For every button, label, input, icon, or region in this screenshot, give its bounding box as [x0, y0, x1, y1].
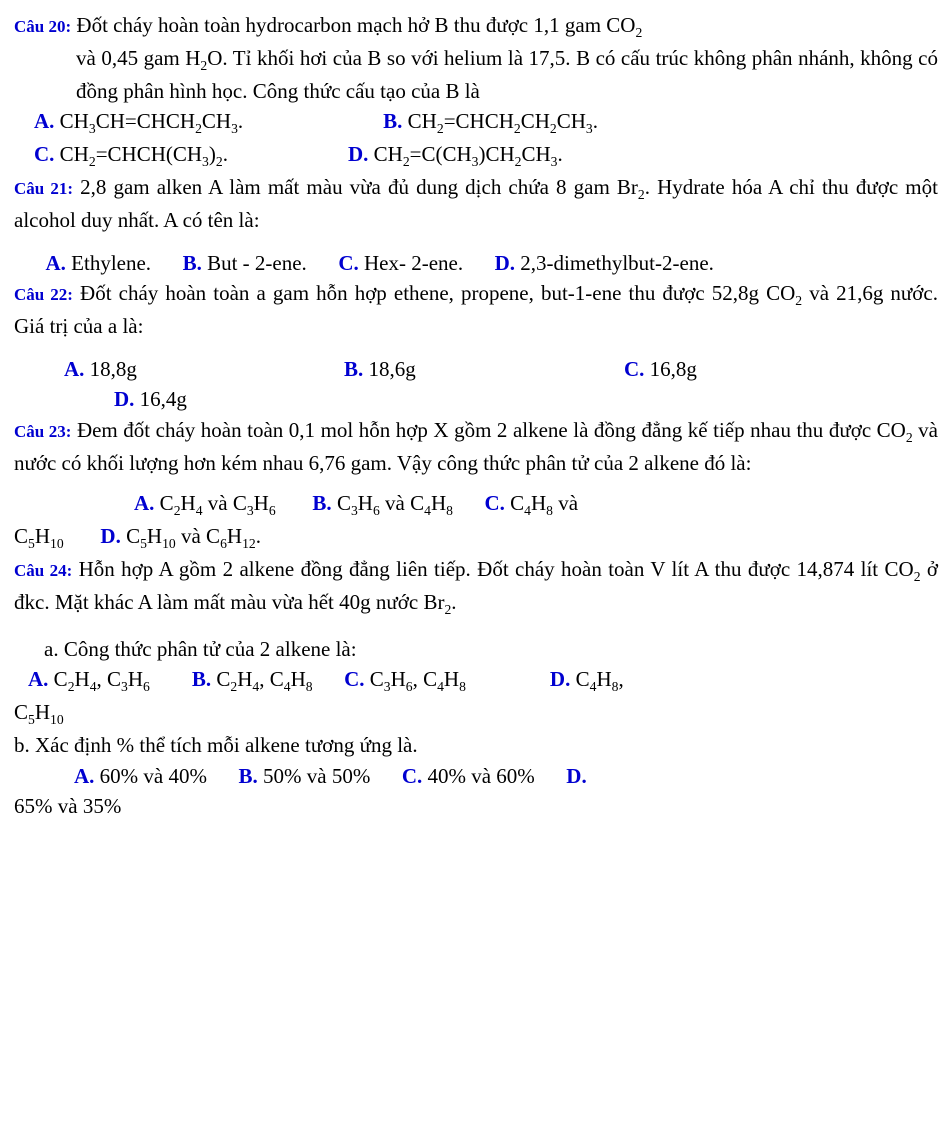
q20: Câu 20: Đốt cháy hoàn toàn hydrocarbon m… — [14, 10, 938, 43]
q24b-tail: 65% và 35% — [14, 791, 938, 821]
q20-optD: D. CH2=C(CH3)CH2CH3. — [348, 139, 563, 172]
q20-optA: A. CH3CH=CHCH2CH3. — [34, 106, 243, 139]
q23-opts-2: C5H10 D. C5H10 và C6H12. — [14, 521, 938, 554]
q22-optC: C. 16,8g — [624, 354, 697, 384]
q22-optD: D. 16,4g — [114, 384, 938, 414]
q23-label: Câu 23: — [14, 422, 71, 441]
q24-partB: b. Xác định % thể tích mỗi alkene tương … — [14, 730, 938, 760]
q22: Câu 22: Đốt cháy hoàn toàn a gam hỗn hợp… — [14, 278, 938, 341]
q21-opts: A. Ethylene. B. But - 2-ene. C. Hex- 2-e… — [14, 248, 938, 278]
q24-label: Câu 24: — [14, 561, 72, 580]
q20-cont: và 0,45 gam H2O. Tỉ khối hơi của B so vớ… — [76, 43, 938, 106]
q24-partA: a. Công thức phân tử của 2 alkene là: — [44, 634, 938, 664]
q20-label: Câu 20: — [14, 17, 71, 36]
q23: Câu 23: Đem đốt cháy hoàn toàn 0,1 mol h… — [14, 415, 938, 478]
q22-optA: A. 18,8g — [64, 354, 344, 384]
q20-optB: B. CH2=CHCH2CH2CH3. — [383, 106, 598, 139]
q23-opts-1: A. C2H4 và C3H6 B. C3H6 và C4H8 C. C4H8 … — [134, 488, 938, 521]
q20-optC: C. CH2=CHCH(CH3)2. — [34, 139, 228, 172]
q20-opts-1: A. CH3CH=CHCH2CH3. B. CH2=CHCH2CH2CH3. — [34, 106, 938, 139]
q22-opts-1: A. 18,8g B. 18,6g C. 16,8g — [64, 354, 938, 384]
q24b-opts: A. 60% và 40% B. 50% và 50% C. 40% và 60… — [74, 761, 938, 791]
q22-label: Câu 22: — [14, 285, 73, 304]
q24a-tail: C5H10 — [14, 697, 938, 730]
q21-label: Câu 21: — [14, 179, 73, 198]
q24a-opts: A. C2H4, C3H6 B. C2H4, C4H8 C. C3H6, C4H… — [28, 664, 938, 697]
q20-opts-2: C. CH2=CHCH(CH3)2. D. CH2=C(CH3)CH2CH3. — [34, 139, 938, 172]
q21: Câu 21: 2,8 gam alken A làm mất màu vừa … — [14, 172, 938, 235]
q22-optB: B. 18,6g — [344, 354, 624, 384]
q24: Câu 24: Hỗn hợp A gồm 2 alkene đồng đẳng… — [14, 554, 938, 620]
